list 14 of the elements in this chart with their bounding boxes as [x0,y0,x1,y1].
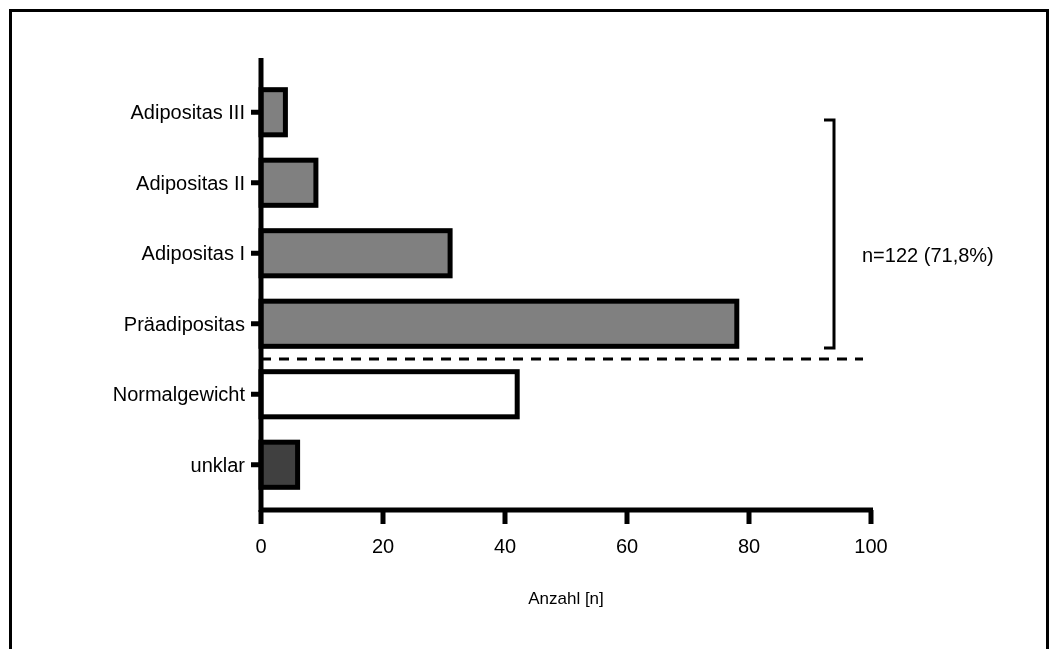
y-tick-label: Adipositas I [141,242,245,265]
y-tick-label: unklar [190,453,246,476]
x-tick-label: 100 [854,535,888,557]
x-tick-label: 0 [255,535,267,557]
y-tick-label: Adipositas II [136,171,245,194]
annotation: n=122 (71,8%) [862,244,994,266]
y-tick-label: Adipositas III [130,101,245,124]
y-tick-label: Normalgewicht [112,383,246,406]
x-tick-label: 20 [371,535,395,557]
x-axis-title: Anzahl [n] [528,589,604,608]
x-tick-label: 40 [493,535,517,557]
y-tick-label: Präadipositas [123,312,245,335]
x-tick-label: 80 [737,535,761,557]
x-tick-label: 60 [615,535,639,557]
